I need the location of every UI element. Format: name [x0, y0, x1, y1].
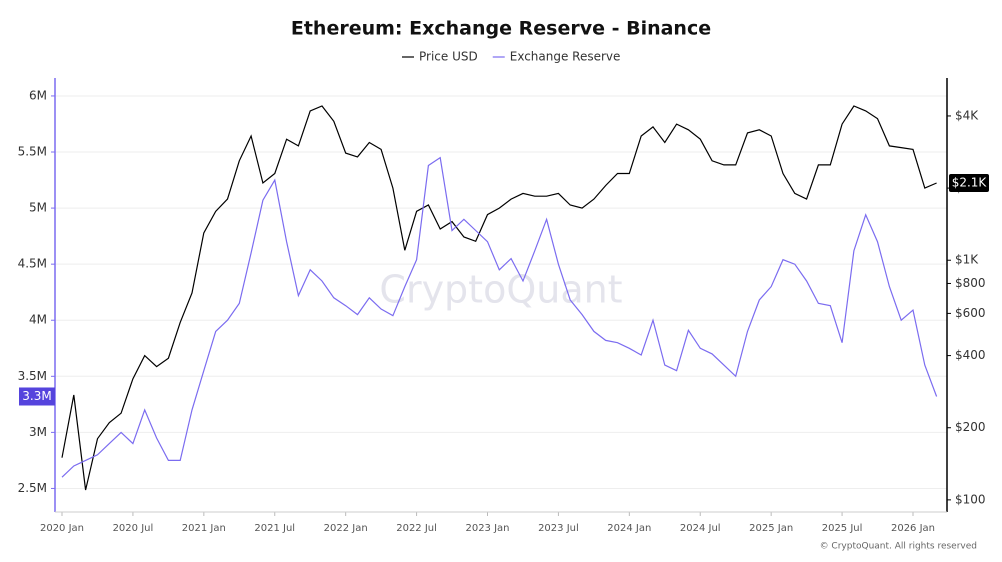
x-tick-label: 2023 Jul — [538, 523, 579, 534]
x-tick-label: 2021 Jan — [182, 523, 226, 534]
y2-tick-label: $100 — [955, 492, 986, 506]
footer: © CryptoQuant. All rights reserved — [820, 542, 977, 552]
last-value-label: 3.3M — [22, 389, 51, 403]
y2-tick-label: $1K — [955, 253, 979, 267]
x-tick-label: 2024 Jan — [607, 523, 651, 534]
y-tick-label: 5.5M — [18, 145, 47, 159]
y-tick-label: 2.5M — [18, 481, 47, 495]
x-tick-label: 2025 Jan — [749, 523, 793, 534]
x-tick-label: 2021 Jul — [254, 523, 295, 534]
series-line — [61, 105, 937, 491]
x-tick-label: 2023 Jan — [465, 523, 509, 534]
x-tick-label: 2020 Jul — [113, 523, 154, 534]
y2-tick-label: $600 — [955, 306, 986, 320]
legend-label: Exchange Reserve — [510, 50, 621, 64]
y2-tick-label: $400 — [955, 348, 986, 362]
y-tick-label: 6M — [29, 88, 47, 102]
y2-tick-label: $800 — [955, 276, 986, 290]
x-tick-label: 2026 Jan — [891, 523, 935, 534]
last-value-badge — [19, 387, 55, 406]
y-tick-label: 4M — [29, 313, 47, 327]
chart-title: Ethereum: Exchange Reserve - Binance — [291, 18, 711, 40]
x-tick-label: 2020 Jan — [40, 523, 84, 534]
legend-label: Price USD — [419, 50, 478, 64]
last-value-label: $2.1K — [952, 176, 988, 190]
watermark: CryptoQuant — [379, 268, 622, 312]
y-tick-label: 3M — [29, 425, 47, 439]
x-tick-label: 2022 Jul — [396, 523, 437, 534]
y-tick-label: 3.5M — [18, 369, 47, 383]
last-value-badge — [949, 174, 989, 193]
x-tick-label: 2024 Jul — [680, 523, 721, 534]
x-tick-label: 2022 Jan — [324, 523, 368, 534]
y2-tick-label: $4K — [955, 108, 979, 122]
y-tick-label: 5M — [29, 201, 47, 215]
x-tick-label: 2025 Jul — [822, 523, 863, 534]
series-line — [61, 156, 938, 478]
y-tick-label: 4.5M — [18, 257, 47, 271]
y2-tick-label: $200 — [955, 420, 986, 434]
legend: Price USD Exchange Reserve — [402, 50, 620, 64]
